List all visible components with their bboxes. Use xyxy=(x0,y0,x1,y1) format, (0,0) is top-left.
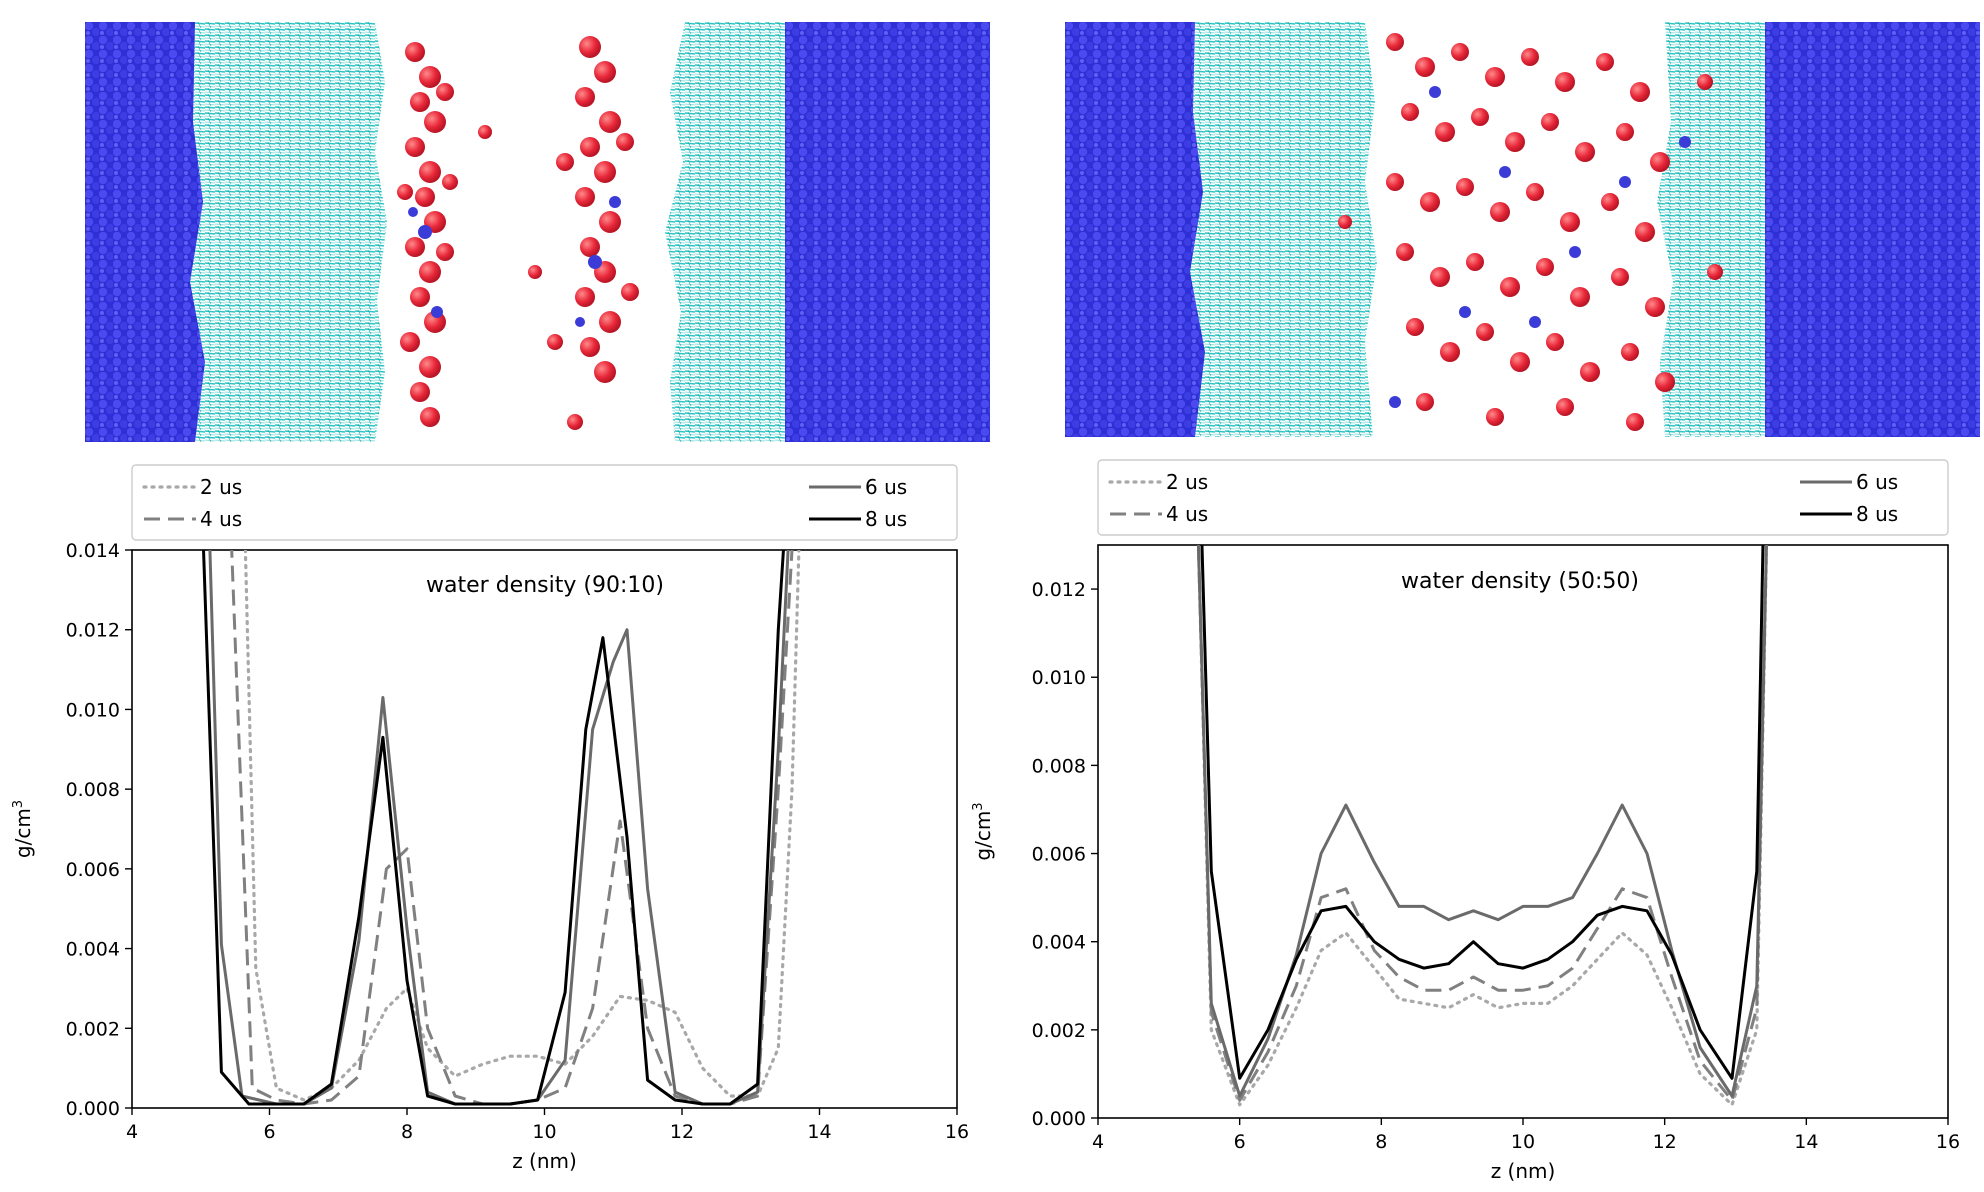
y-axis-label-base: g/cm xyxy=(971,811,995,861)
chart-title: water density (90:10) xyxy=(426,573,664,598)
water-molecules-in-bilayer xyxy=(1389,86,1691,408)
x-tick-label: 10 xyxy=(532,1121,556,1143)
legend-box xyxy=(131,464,958,541)
y-axis-label-exponent: 3 xyxy=(11,800,26,808)
x-axis-label: z (nm) xyxy=(1491,1159,1556,1183)
water-slab-left xyxy=(1065,22,1215,437)
plot-area xyxy=(131,549,958,1109)
snapshot-90-10 xyxy=(85,22,990,442)
x-tick-label: 14 xyxy=(807,1121,831,1143)
y-tick-label: 0.010 xyxy=(1032,667,1086,689)
series-group xyxy=(1196,545,1769,1107)
y-tick-label: 0.002 xyxy=(1032,1020,1086,1042)
x-tick-label: 4 xyxy=(126,1121,138,1143)
x-tick-label: 4 xyxy=(1092,1131,1104,1153)
y-tick-label: 0.006 xyxy=(66,859,120,881)
lipid-leaflet-left xyxy=(190,22,387,442)
chart-title: water density (50:50) xyxy=(1401,569,1639,594)
series-line-6-us xyxy=(208,550,790,1106)
series-line-6-us xyxy=(1196,545,1768,1098)
water-slab-right xyxy=(785,22,990,442)
x-tick-label: 14 xyxy=(1794,1131,1818,1153)
y-tick-label: 0.000 xyxy=(1032,1108,1086,1130)
x-tick-label: 8 xyxy=(1375,1131,1387,1153)
series-line-8-us xyxy=(1200,545,1765,1080)
legend-label: 2 us xyxy=(200,475,242,499)
alcohol-region xyxy=(1338,33,1723,431)
legend-label: 4 us xyxy=(200,507,242,531)
series-line-2-us xyxy=(1196,545,1769,1107)
y-tick-label: 0.000 xyxy=(66,1098,120,1120)
plot-area xyxy=(1097,544,1949,1119)
y-axis-label: g/cm3 xyxy=(971,802,995,860)
y-tick-label: 0.002 xyxy=(66,1018,120,1040)
legend-label: 8 us xyxy=(865,507,907,531)
legend-label: 6 us xyxy=(865,475,907,499)
legend-label: 6 us xyxy=(1856,470,1898,494)
water-slab-right xyxy=(1765,22,1980,437)
series-line-4-us xyxy=(230,550,794,1106)
snapshot-90-10-image xyxy=(85,22,990,442)
x-tick-label: 16 xyxy=(945,1121,969,1143)
x-tick-label: 6 xyxy=(1234,1131,1246,1153)
x-tick-label: 16 xyxy=(1936,1131,1960,1153)
y-tick-label: 0.004 xyxy=(66,939,120,961)
y-tick-label: 0.010 xyxy=(66,699,120,721)
y-tick-label: 0.008 xyxy=(66,779,120,801)
y-tick-label: 0.012 xyxy=(66,620,120,642)
y-tick-label: 0.004 xyxy=(1032,932,1086,954)
water-molecules-in-bilayer-left xyxy=(408,196,621,327)
lipid-leaflet-left xyxy=(1190,22,1377,437)
y-axis-label-base: g/cm xyxy=(11,808,35,858)
legend-label: 8 us xyxy=(1856,502,1898,526)
series-line-8-us xyxy=(202,550,785,1106)
x-tick-label: 12 xyxy=(1653,1131,1677,1153)
snapshot-50-50-image xyxy=(1065,22,1980,437)
alcohol-cluster-right xyxy=(528,36,639,430)
y-tick-label: 0.008 xyxy=(1032,755,1086,777)
legend-box xyxy=(1097,459,1949,536)
x-tick-label: 8 xyxy=(401,1121,413,1143)
y-tick-label: 0.014 xyxy=(66,540,120,562)
series-group xyxy=(202,550,801,1106)
series-line-4-us xyxy=(1196,545,1768,1102)
lipid-leaflet-right xyxy=(1657,22,1785,437)
water-slab-left xyxy=(85,22,215,442)
x-tick-label: 6 xyxy=(263,1121,275,1143)
series-line-2-us xyxy=(243,550,801,1102)
snapshot-50-50 xyxy=(1065,22,1980,437)
y-axis-label: g/cm3 xyxy=(11,800,35,858)
x-tick-label: 10 xyxy=(1511,1131,1535,1153)
legend-label: 2 us xyxy=(1166,470,1208,494)
y-axis-label-exponent: 3 xyxy=(971,802,986,810)
x-axis-label: z (nm) xyxy=(512,1149,577,1173)
y-tick-label: 0.006 xyxy=(1032,844,1086,866)
x-tick-label: 12 xyxy=(670,1121,694,1143)
alcohol-cluster-left xyxy=(397,42,492,427)
lipid-leaflet-right xyxy=(665,22,805,442)
y-tick-label: 0.012 xyxy=(1032,579,1086,601)
legend-label: 4 us xyxy=(1166,502,1208,526)
